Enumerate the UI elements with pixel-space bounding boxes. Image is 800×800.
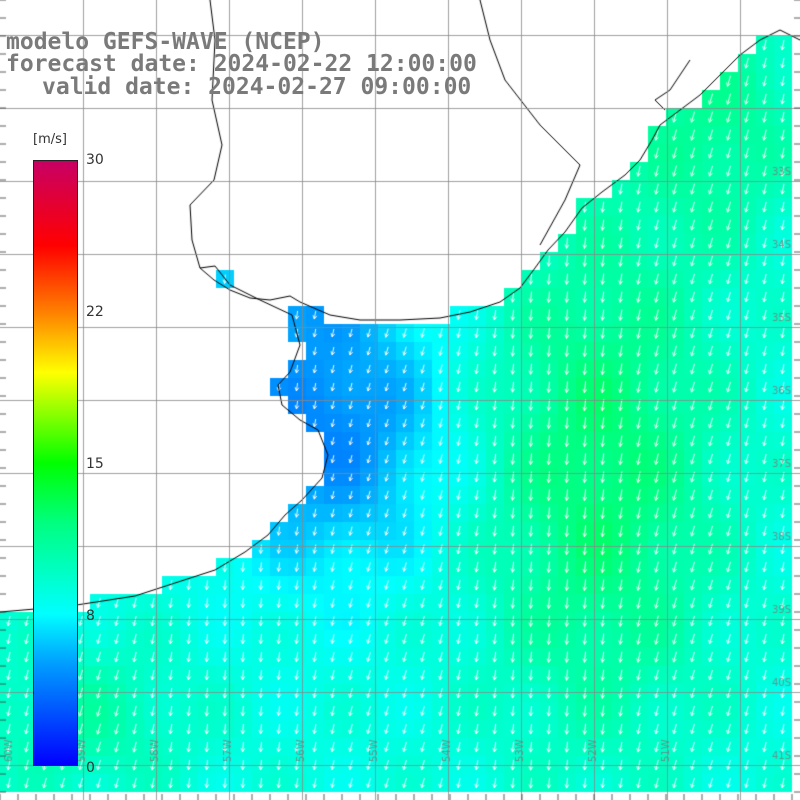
colorbar-tick-8: 8 [86, 608, 95, 624]
colorbar-tick-22: 22 [86, 304, 104, 320]
colorbar-unit: [m/s] [33, 132, 67, 147]
colorbar-tick-15: 15 [86, 456, 104, 472]
colorbar-tick-0: 0 [86, 760, 95, 776]
title-valid-date: valid date: 2024-02-27 09:00:00 [42, 74, 472, 100]
colorbar-tick-30: 30 [86, 152, 104, 168]
title-forecast-date: forecast date: 2024-02-22 12:00:00 [6, 51, 477, 77]
colorbar [33, 160, 78, 766]
title-model: modelo GEFS-WAVE (NCEP) [6, 29, 325, 55]
